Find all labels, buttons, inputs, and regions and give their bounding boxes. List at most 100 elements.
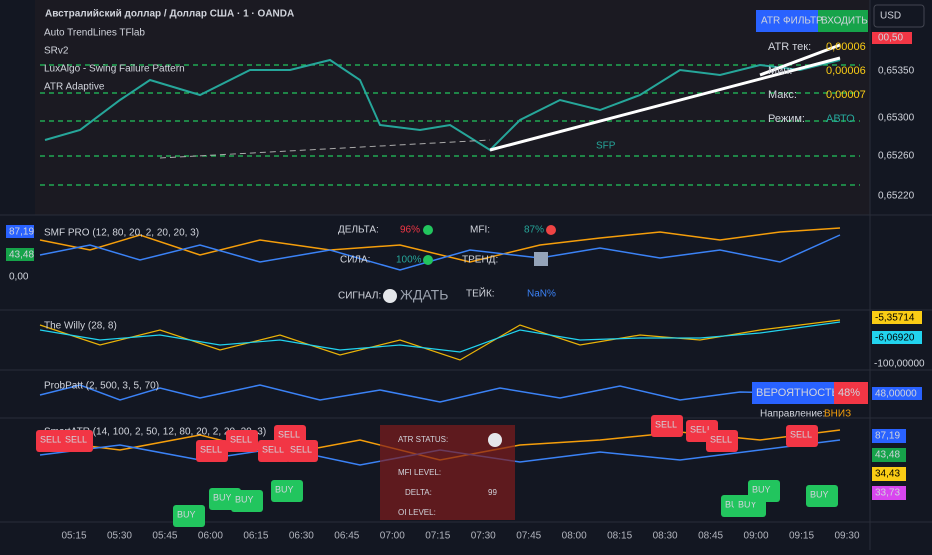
time-label: 09:00 (744, 531, 769, 542)
sell-signal (286, 440, 318, 462)
atr-row-label: Мин: (768, 65, 792, 77)
time-label: 05:15 (61, 531, 86, 542)
main-bg (35, 0, 870, 215)
sell-signal (706, 430, 738, 452)
status-label: OI LEVEL: (398, 508, 436, 517)
axis-badge (872, 387, 922, 400)
status-value: 99 (488, 488, 497, 497)
axis-label: 87,19 (9, 227, 34, 238)
axis-badge (872, 429, 906, 443)
prob-value: ВНИЗ (824, 409, 851, 420)
atr-signal: ВХОДИТЬ (821, 16, 868, 27)
atr-signal-bg (818, 10, 868, 32)
atr-title-bg (756, 10, 818, 32)
time-label: 08:45 (698, 531, 723, 542)
signal-label: BUY (177, 509, 196, 519)
willy-line (39, 319, 841, 361)
price-label: 00,50 (878, 33, 903, 44)
smf-label: СИГНАЛ: (338, 291, 381, 302)
buy-signal (173, 505, 205, 527)
buy-signal (806, 485, 838, 507)
currency[interactable]: USD (880, 11, 901, 22)
time-label: 05:30 (107, 531, 132, 542)
price-label: 0,65260 (878, 151, 915, 162)
smf-label: ТЕЙК: (466, 287, 495, 300)
axis-label: -5,35714 (875, 313, 915, 324)
atr-row-label: Режим: (768, 113, 805, 125)
time-label: 08:00 (562, 531, 587, 542)
buy-signal (231, 490, 263, 512)
status-dot (546, 225, 556, 235)
time-label: 05:45 (152, 531, 177, 542)
panel-title: SmartATR (14, 100, 2, 50, 12, 80, 20, 2,… (44, 427, 266, 438)
signal-label: SELL (230, 434, 252, 444)
axis-label: -6,06920 (875, 333, 915, 344)
symbol-title: Австралийский доллар / Доллар США · 1 · … (45, 9, 294, 20)
prob-badge (752, 382, 834, 404)
smf-label: СИЛА: (340, 255, 370, 266)
smf-label: MFI: (470, 225, 490, 236)
signal-label: BUY (810, 489, 829, 499)
time-label: 08:30 (653, 531, 678, 542)
axis-badge (6, 225, 34, 238)
status-dot (423, 255, 433, 265)
price-label: 0,65220 (878, 191, 915, 202)
signal-label: BUY (752, 484, 771, 494)
prob-label: Направление: (760, 409, 825, 420)
signal-label: SELL (655, 419, 677, 429)
axis-label: 33,73 (875, 488, 900, 499)
atr-table: ATR тек: 0,00006 Мин: 0,00006 Макс: 0,00007 Ре… (768, 41, 866, 125)
currency-button[interactable] (873, 4, 925, 28)
axis-badge (872, 486, 906, 500)
trend-icon (534, 252, 548, 266)
signal-label: BUY (235, 494, 254, 504)
price-label: 0,65350 (878, 66, 915, 77)
signal-label: SELL (200, 444, 222, 454)
time-label: 06:30 (289, 531, 314, 542)
atr-row-label: Макс: (768, 89, 797, 101)
trendline (759, 43, 841, 77)
signal-label: SELL (262, 444, 284, 454)
status-label: ATR STATUS: (398, 435, 448, 444)
smart-axis: 87,19 43,48 34,43 33,73 (872, 429, 906, 500)
prob-label: ВЕРОЯТНОСТЬ (756, 387, 839, 399)
smf-label: ТРЕНД: (462, 255, 498, 266)
status-dot (423, 225, 433, 235)
time-label: 09:15 (789, 531, 814, 542)
sell-signal (61, 430, 93, 452)
buy-signal (271, 480, 303, 502)
sfp-label: SFP (596, 141, 616, 152)
sell-signal (651, 415, 683, 437)
time-label: 07:00 (380, 531, 405, 542)
sell-signal (226, 430, 258, 452)
status-dot (488, 433, 502, 447)
prob-line (39, 384, 841, 403)
sell-signal (786, 425, 818, 447)
panel-title: SMF PRO (12, 80, 20, 2, 20, 20, 3) (44, 228, 199, 239)
axis-label: 48,00000 (875, 389, 917, 400)
price-label: 0,65300 (878, 113, 915, 124)
signal-label: SELL (40, 434, 62, 444)
price-trace (44, 58, 841, 152)
axis-badge (872, 331, 922, 344)
time-label: 09:30 (834, 531, 859, 542)
status-dot (383, 289, 397, 303)
smf-value: ЖДАТЬ (400, 287, 448, 303)
buy-signal (748, 480, 780, 502)
time-label: 07:45 (516, 531, 541, 542)
atr-title: ATR ФИЛЬТР (761, 16, 823, 27)
signal-label: SELL (710, 434, 732, 444)
prob-badge (834, 382, 868, 404)
status-label: DELTA: (405, 488, 432, 497)
sell-signal (196, 440, 228, 462)
time-label: 08:15 (607, 531, 632, 542)
price-badge (872, 32, 912, 44)
indicator-name: ATR Adaptive (44, 82, 105, 93)
atr-row-value: АВТО (826, 113, 855, 125)
signal-label: SELL (65, 434, 87, 444)
atr-row-value: 0,00007 (826, 89, 866, 101)
time-label: 06:15 (243, 531, 268, 542)
trendline-dashed (159, 139, 491, 159)
